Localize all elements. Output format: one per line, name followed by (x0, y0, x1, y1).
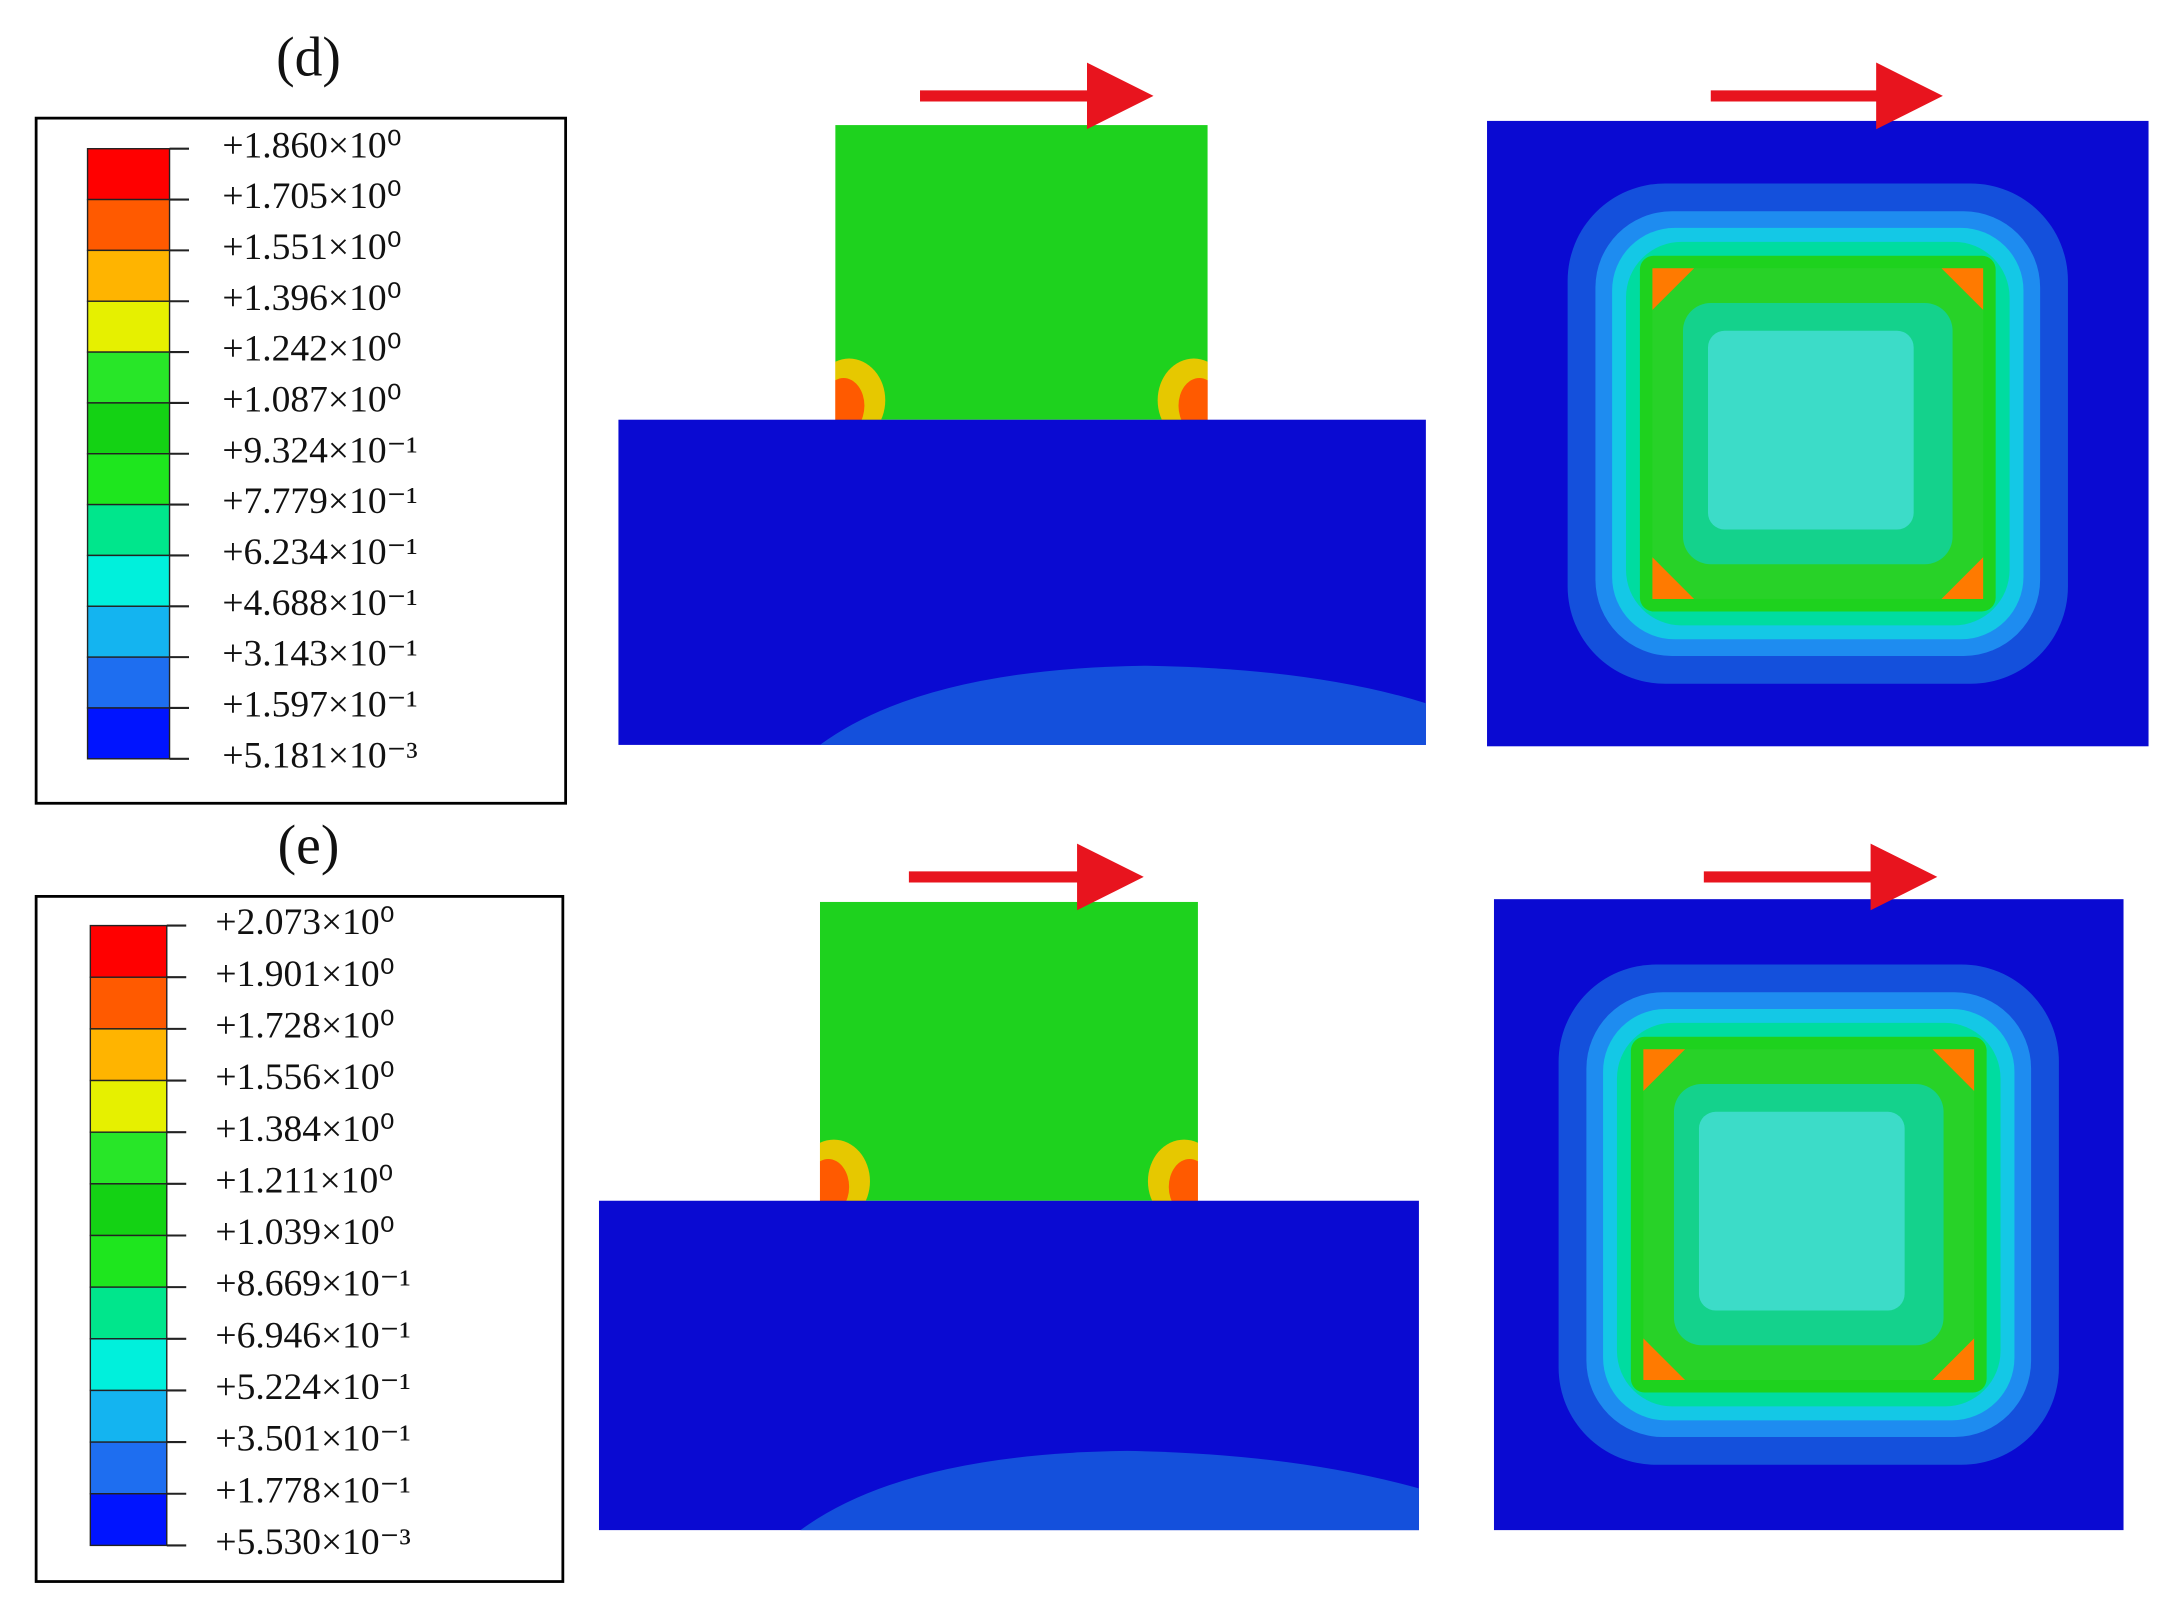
legend-swatch (89, 1183, 168, 1237)
mask (764, 901, 820, 1204)
legend-label: +1.396×10⁰ (222, 278, 401, 319)
legend-swatch (89, 1131, 168, 1185)
legend-swatch (86, 554, 171, 607)
legend-label: +5.224×10⁻¹ (215, 1367, 410, 1408)
legend-label: +4.688×10⁻¹ (222, 583, 417, 624)
legend-label: +1.728×10⁰ (215, 1005, 394, 1046)
legend-swatch (86, 605, 171, 658)
legend-label: +5.181×10⁻³ (222, 735, 417, 776)
legend-label: +1.087×10⁰ (222, 380, 401, 421)
legend-swatch (86, 453, 171, 506)
base-zone (819, 665, 1426, 745)
legend-label: +1.384×10⁰ (215, 1109, 394, 1150)
block (819, 901, 1198, 1201)
panel-label: (e) (278, 814, 340, 876)
panel-label: (d) (276, 26, 341, 88)
legend-swatch (89, 1389, 168, 1443)
legend-swatch (86, 656, 171, 709)
legend-label: +1.556×10⁰ (215, 1057, 394, 1098)
legend-label: +1.039×10⁰ (215, 1212, 394, 1253)
legend-label: +8.669×10⁻¹ (215, 1264, 410, 1305)
legend-swatch (89, 1286, 168, 1340)
legend-label: +1.597×10⁻¹ (222, 685, 417, 726)
legend-swatch (86, 707, 171, 760)
legend-swatch (86, 402, 171, 455)
legend-label: +1.705×10⁰ (222, 176, 401, 217)
legend-swatch (86, 198, 171, 252)
mask (1197, 901, 1254, 1204)
block (835, 125, 1208, 420)
panel: (d) +1.860×10⁰ +1.705×10⁰ +1.551×10⁰ +1.396×… (34, 26, 2149, 805)
legend-swatch (89, 1079, 168, 1133)
legend-label: +3.501×10⁻¹ (215, 1419, 410, 1460)
panel: (e) +2.073×10⁰ +1.901×10⁰ +1.728×10⁰ +1.556×… (34, 814, 2124, 1583)
legend-label: +5.530×10⁻³ (215, 1522, 410, 1563)
legend-label: +1.901×10⁰ (215, 954, 394, 995)
legend-label: +1.778×10⁻¹ (215, 1470, 410, 1511)
legend-label: +6.946×10⁻¹ (215, 1315, 410, 1356)
legend-swatch (89, 1028, 168, 1082)
legend-swatch (89, 1493, 168, 1547)
legend-label: +1.860×10⁰ (222, 125, 401, 166)
legend-swatch (89, 924, 168, 978)
mask (1207, 125, 1264, 423)
legend-swatch (86, 351, 171, 404)
base-zone (800, 1450, 1419, 1531)
mask (779, 125, 836, 423)
legend-swatch (89, 976, 168, 1030)
legend-swatch (89, 1441, 168, 1495)
inner-core (1698, 1111, 1905, 1311)
legend-label: +1.242×10⁰ (222, 329, 401, 370)
legend-swatch (86, 249, 171, 302)
legend-label: +7.779×10⁻¹ (222, 481, 417, 522)
inner-core (1707, 330, 1914, 530)
legend-label: +1.211×10⁰ (215, 1160, 393, 1201)
legend-swatch (89, 1338, 168, 1392)
legend-swatch (86, 300, 171, 353)
legend-label: +9.324×10⁻¹ (222, 430, 417, 471)
legend-label: +6.234×10⁻¹ (222, 532, 417, 573)
legend-swatch (86, 503, 171, 557)
legend-label: +2.073×10⁰ (215, 902, 394, 943)
legend-swatch (89, 1234, 168, 1288)
legend-label: +1.551×10⁰ (222, 227, 401, 268)
legend-label: +3.143×10⁻¹ (222, 634, 417, 675)
legend-swatch (86, 148, 171, 201)
